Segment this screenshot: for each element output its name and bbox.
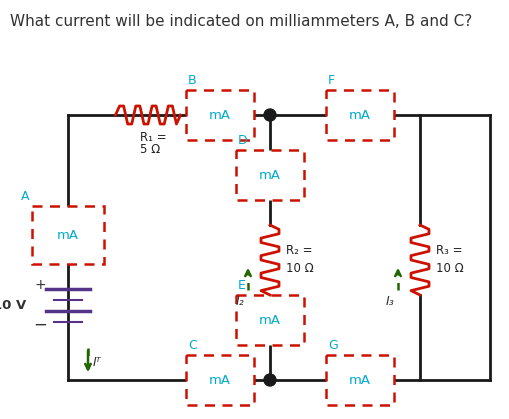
Text: −: − (33, 316, 47, 334)
FancyBboxPatch shape (325, 355, 393, 405)
Text: I₂: I₂ (235, 295, 243, 308)
Text: mA: mA (348, 373, 370, 386)
Text: mA: mA (259, 168, 280, 181)
Text: 10 Ω: 10 Ω (286, 261, 313, 274)
Text: mA: mA (348, 109, 370, 122)
Text: R₁ =: R₁ = (140, 131, 166, 144)
Text: mA: mA (57, 228, 79, 241)
Text: mA: mA (259, 313, 280, 326)
Circle shape (264, 374, 275, 386)
Text: C: C (188, 339, 196, 352)
Text: mA: mA (209, 373, 231, 386)
FancyBboxPatch shape (236, 295, 303, 345)
FancyBboxPatch shape (186, 90, 253, 140)
Text: R₃ =: R₃ = (435, 243, 462, 256)
FancyBboxPatch shape (325, 90, 393, 140)
Text: I₃: I₃ (384, 295, 393, 308)
Text: B: B (188, 74, 196, 87)
FancyBboxPatch shape (236, 150, 303, 200)
FancyBboxPatch shape (32, 206, 104, 264)
Text: 5 Ω: 5 Ω (140, 143, 160, 156)
FancyBboxPatch shape (186, 355, 253, 405)
Text: 10 V: 10 V (0, 298, 26, 311)
Text: R₂ =: R₂ = (286, 243, 312, 256)
Text: F: F (327, 74, 334, 87)
Text: D: D (238, 134, 247, 147)
Text: A: A (20, 190, 29, 203)
Circle shape (264, 109, 275, 121)
Text: 10 Ω: 10 Ω (435, 261, 463, 274)
Text: What current will be indicated on milliammeters A, B and C?: What current will be indicated on millia… (10, 14, 471, 29)
Text: +: + (34, 278, 46, 292)
Text: G: G (327, 339, 337, 352)
Text: mA: mA (209, 109, 231, 122)
Text: E: E (238, 279, 245, 292)
Text: Iᵀ: Iᵀ (93, 356, 101, 369)
